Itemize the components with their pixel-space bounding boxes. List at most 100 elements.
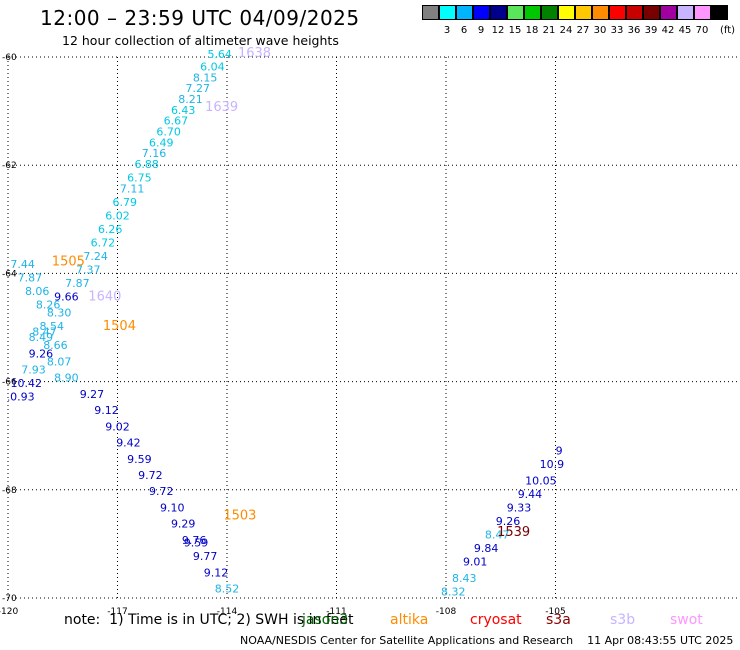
color-swatch xyxy=(643,5,660,20)
color-swatch xyxy=(456,5,473,20)
wave-height-point: 7.87 xyxy=(65,277,90,290)
wave-height-point: 9.72 xyxy=(149,485,174,498)
pass-number-label: 1503 xyxy=(223,509,256,524)
wave-height-point: 6.79 xyxy=(113,196,138,209)
wave-height-point: 8.52 xyxy=(215,583,240,596)
satellite-legend-item: s3b xyxy=(610,612,636,628)
wave-height-point: 8.07 xyxy=(47,355,72,368)
color-scale-label: 6 xyxy=(460,25,468,36)
wave-height-point: 8.21 xyxy=(178,93,203,106)
color-swatch xyxy=(541,5,558,20)
color-swatch xyxy=(694,5,711,20)
color-swatch xyxy=(490,5,507,20)
y-tick-label: -62 xyxy=(2,161,17,171)
wave-height-point: 7.87 xyxy=(18,272,43,285)
wave-height-point: 9.42 xyxy=(116,437,141,450)
wave-height-point: 10.42 xyxy=(11,377,43,390)
color-swatch xyxy=(609,5,626,20)
wave-height-point: 8.30 xyxy=(47,307,72,320)
wave-height-point: 8.90 xyxy=(54,372,79,385)
wave-height-point: 10.05 xyxy=(525,474,557,487)
wave-height-point: 8.49 xyxy=(29,331,54,344)
color-scale-label: 45 xyxy=(678,25,692,36)
color-scale-label: 30 xyxy=(593,25,607,36)
wave-height-point: 7.24 xyxy=(83,250,108,263)
color-scale-label: 12 xyxy=(491,25,505,36)
color-scale-label: 24 xyxy=(559,25,573,36)
color-scale-unit: (ft) xyxy=(720,25,736,36)
color-scale-label: 9 xyxy=(477,25,485,36)
chart-title: 12:00 – 23:59 UTC 04/09/2025 xyxy=(40,6,360,30)
color-scale-label: 70 xyxy=(695,25,709,36)
color-swatch xyxy=(422,5,439,20)
color-swatch xyxy=(524,5,541,20)
color-scale-label: 27 xyxy=(576,25,590,36)
satellite-legend-item: altika xyxy=(390,612,429,628)
wave-height-point: 7.93 xyxy=(21,363,46,376)
y-tick-label: -70 xyxy=(2,594,17,604)
wave-height-point: 8.26 xyxy=(36,299,61,312)
wave-height-point: 6.75 xyxy=(127,171,152,184)
wave-height-point: 9.59 xyxy=(127,453,152,466)
wave-height-point: 8.47 xyxy=(485,528,510,541)
wave-height-point: 8.47 xyxy=(32,326,57,339)
satellite-legend-item: cryosat xyxy=(470,612,522,628)
color-scale-label: 3 xyxy=(443,25,451,36)
wave-height-point: 9.29 xyxy=(171,518,196,531)
wave-height-point: 10.9 xyxy=(540,458,565,471)
color-swatch xyxy=(575,5,592,20)
pass-number-label: 1504 xyxy=(103,319,136,334)
wave-height-point: 9.02 xyxy=(105,420,130,433)
wave-height-point: 9.66 xyxy=(54,290,79,303)
wave-height-point: 6.02 xyxy=(105,209,130,222)
color-swatch xyxy=(711,5,728,20)
wave-height-point: 7.11 xyxy=(120,182,145,195)
wave-height-point: 9.12 xyxy=(94,404,119,417)
wave-height-point: 6.88 xyxy=(134,158,159,171)
x-tick-label: -111 xyxy=(326,607,346,617)
wave-height-point: 7.27 xyxy=(186,82,211,95)
wave-height-point: 9.84 xyxy=(474,542,499,555)
wave-height-point: 6.04 xyxy=(200,61,225,74)
pass-number-label: 1640 xyxy=(88,289,121,304)
wave-height-point: 7.37 xyxy=(76,263,101,276)
color-scale-label: 42 xyxy=(661,25,675,36)
x-tick-label: -120 xyxy=(0,607,18,617)
wave-height-point: 10.93 xyxy=(3,391,35,404)
wave-height-point: 9.77 xyxy=(193,550,218,563)
color-swatch xyxy=(592,5,609,20)
satellite-legend-item: jason3 xyxy=(302,612,349,628)
wave-height-point: 8.54 xyxy=(40,320,65,333)
wave-height-point: 8.06 xyxy=(25,285,50,298)
wave-height-point: 6.49 xyxy=(149,136,174,149)
wave-height-point: 6.26 xyxy=(98,223,123,236)
wave-height-point: 9.26 xyxy=(29,347,54,360)
wave-height-point: 9.27 xyxy=(80,388,105,401)
wave-height-point: 9.44 xyxy=(518,488,543,501)
x-tick-label: -117 xyxy=(107,607,127,617)
color-swatch xyxy=(660,5,677,20)
color-scale-label: 33 xyxy=(610,25,624,36)
wave-height-point: 9 xyxy=(556,445,563,458)
pass-number-label: 1505 xyxy=(52,254,85,269)
color-swatch xyxy=(439,5,456,20)
color-scale-label: 39 xyxy=(644,25,658,36)
x-tick-label: -114 xyxy=(217,607,238,617)
wave-height-point: 9.76 xyxy=(182,534,207,547)
chart-subtitle: 12 hour collection of altimeter wave hei… xyxy=(62,33,339,48)
color-swatch xyxy=(677,5,694,20)
wave-height-point: 9.33 xyxy=(507,501,532,514)
color-swatch xyxy=(558,5,575,20)
satellite-legend-item: swot xyxy=(670,612,703,628)
color-swatch xyxy=(626,5,643,20)
wave-height-point: 9.01 xyxy=(463,556,488,569)
color-scale-label: 36 xyxy=(627,25,641,36)
wave-height-point: 8.43 xyxy=(452,572,477,585)
wave-height-point: 7.44 xyxy=(10,258,35,271)
wave-height-point: 9.26 xyxy=(496,515,521,528)
wave-height-point: 6.67 xyxy=(164,115,189,128)
wave-height-point: 6.72 xyxy=(91,236,116,249)
pass-number-label: 1638 xyxy=(238,46,271,61)
wave-height-point: 9.59 xyxy=(184,537,209,550)
